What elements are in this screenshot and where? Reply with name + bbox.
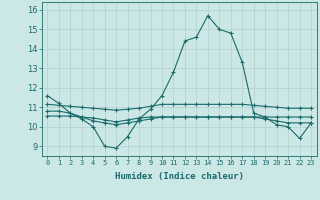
X-axis label: Humidex (Indice chaleur): Humidex (Indice chaleur) xyxy=(115,172,244,181)
